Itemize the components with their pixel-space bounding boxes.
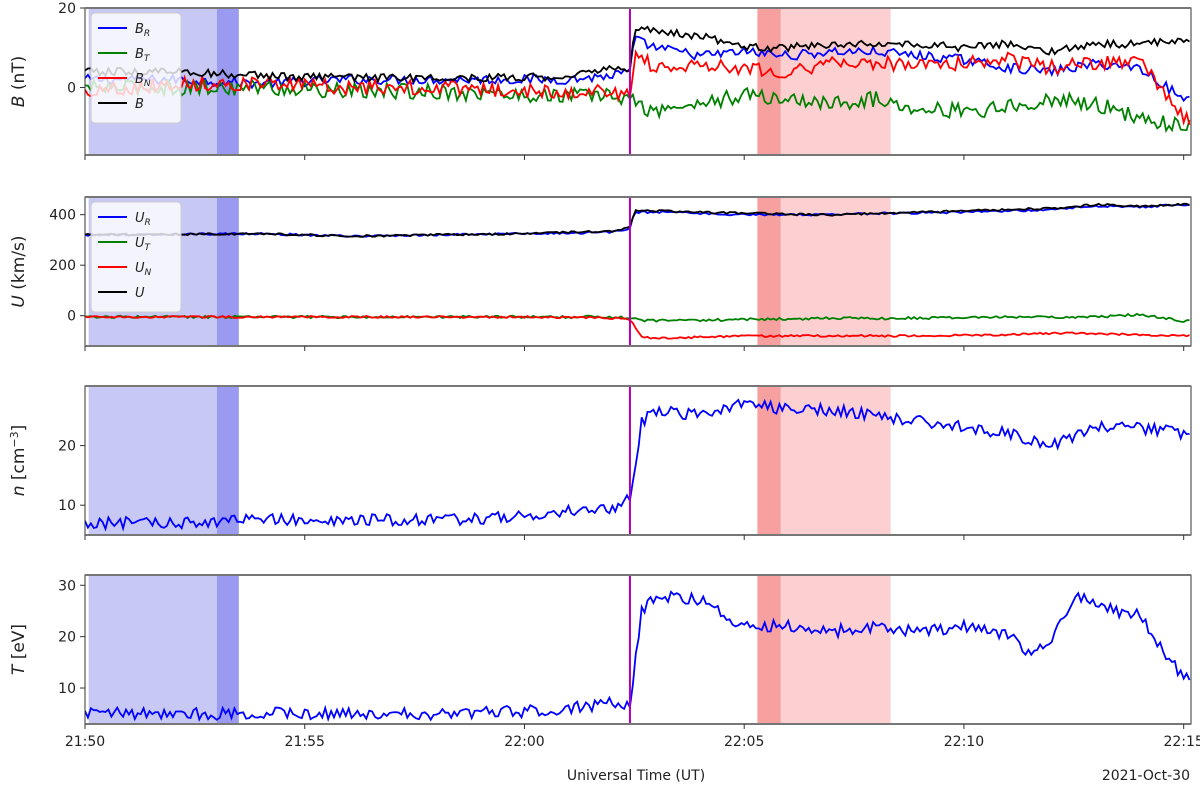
series-line-B [85, 25, 1190, 84]
legend-entry-B_N: BN [135, 72, 151, 89]
y-axis-label: T [eV] [9, 624, 29, 675]
x-tick-label: 21:50 [65, 734, 105, 750]
shaded-region-2 [757, 575, 781, 724]
y-tick-label: 0 [67, 80, 76, 96]
shaded-region-2 [757, 386, 781, 535]
legend: BR BT BN B [90, 12, 182, 124]
series-line-T [85, 590, 1191, 723]
legend-box [90, 12, 182, 124]
y-axis-label: B (nT) [9, 56, 29, 108]
series-line-B_N [85, 48, 1191, 126]
panel-U: 0 200 400 U (km/s) UR UT UN U [9, 196, 1192, 351]
chart-panels: 0 20 B (nT) BR BT BN B 0 200 400 U (km/s) UR UT UN U 10… [8, 1, 1200, 750]
series-line-B_T [85, 77, 1191, 134]
legend-entry-U_T: UT [135, 236, 152, 253]
shaded-region-2 [757, 197, 781, 346]
shaded-region-1 [216, 575, 239, 724]
series-line-U [85, 202, 1190, 238]
shaded-region-2 [757, 8, 781, 155]
series-line-B_R [85, 35, 1190, 103]
x-tick-label: 22:05 [724, 734, 764, 750]
legend-entry-U_N: UN [135, 261, 152, 278]
y-tick-label: 20 [58, 630, 76, 646]
panel-T: 10 20 30 21:50 21:55 22:00 22:05 22:10 22:15 T [e… [9, 574, 1200, 750]
x-tick-label: 22:00 [504, 734, 544, 750]
shaded-region-0 [88, 386, 217, 535]
shaded-region-3 [780, 197, 891, 346]
legend-entry-B: B [135, 97, 144, 112]
panel-B: 0 20 B (nT) BR BT BN B [9, 1, 1192, 160]
shaded-region-1 [216, 386, 239, 535]
y-tick-label: 30 [58, 578, 76, 594]
x-tick-label: 22:15 [1163, 734, 1200, 750]
x-tick-label: 21:55 [285, 734, 325, 750]
y-tick-label: 10 [58, 681, 76, 697]
legend: UR UT UN U [90, 201, 182, 313]
y-axis-label: U (km/s) [9, 235, 29, 307]
panel-frame [84, 196, 1192, 347]
panel-frame [84, 385, 1192, 536]
panel-n: 10 20 n [cm−3] [8, 385, 1192, 540]
series-line-U_N [85, 314, 1190, 340]
legend-entry-B_T: BT [135, 47, 151, 64]
y-tick-label: 0 [67, 309, 76, 325]
x-tick-label: 22:10 [944, 734, 984, 750]
shaded-region-0 [88, 575, 217, 724]
x-axis-title: Universal Time (UT) [567, 768, 705, 784]
series-line-U_T [85, 312, 1190, 323]
shaded-region-3 [780, 386, 891, 535]
y-tick-label: 10 [58, 498, 76, 514]
shaded-region-3 [780, 575, 891, 724]
legend-entry-U: U [135, 286, 145, 301]
shaded-region-1 [216, 197, 239, 346]
panel-frame [84, 574, 1192, 725]
legend-entry-B_R: BR [135, 22, 150, 39]
series-line-n [85, 398, 1190, 532]
y-axis-label: n [cm−3] [8, 425, 29, 497]
y-tick-label: 20 [58, 439, 76, 455]
legend-entry-U_R: UR [135, 211, 151, 228]
legend-box [90, 201, 182, 313]
y-tick-label: 20 [58, 1, 76, 17]
y-tick-label: 200 [49, 258, 76, 274]
y-tick-label: 400 [49, 208, 76, 224]
date-label: 2021-Oct-30 [1102, 768, 1190, 784]
shaded-region-3 [780, 8, 891, 155]
